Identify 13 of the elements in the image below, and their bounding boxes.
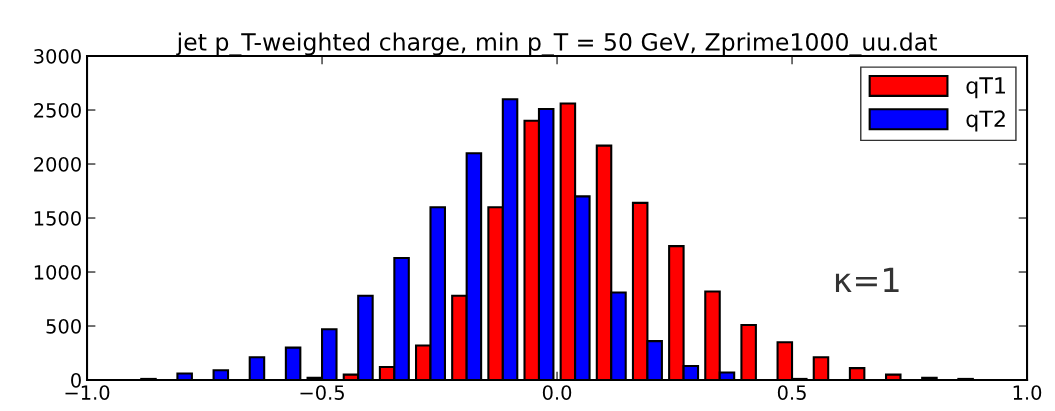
x-tick-label: 0.5 <box>777 385 806 400</box>
y-tick-label: 3000 <box>34 48 81 64</box>
y-tick-label: 2000 <box>34 156 81 172</box>
y-tick-label: 2500 <box>34 102 81 118</box>
annotation: κ=1 <box>835 267 899 293</box>
y-tick-label: 500 <box>46 318 81 334</box>
x-tick-label: −0.5 <box>300 385 344 400</box>
x-tick-label: 0.0 <box>542 385 572 400</box>
y-tick-label: 1000 <box>34 264 81 280</box>
x-tick-label: 1.0 <box>1013 385 1042 400</box>
legend-label: qT1 <box>966 77 1005 99</box>
y-tick-label: 1500 <box>34 210 81 226</box>
legend-label: qT2 <box>966 110 1005 132</box>
